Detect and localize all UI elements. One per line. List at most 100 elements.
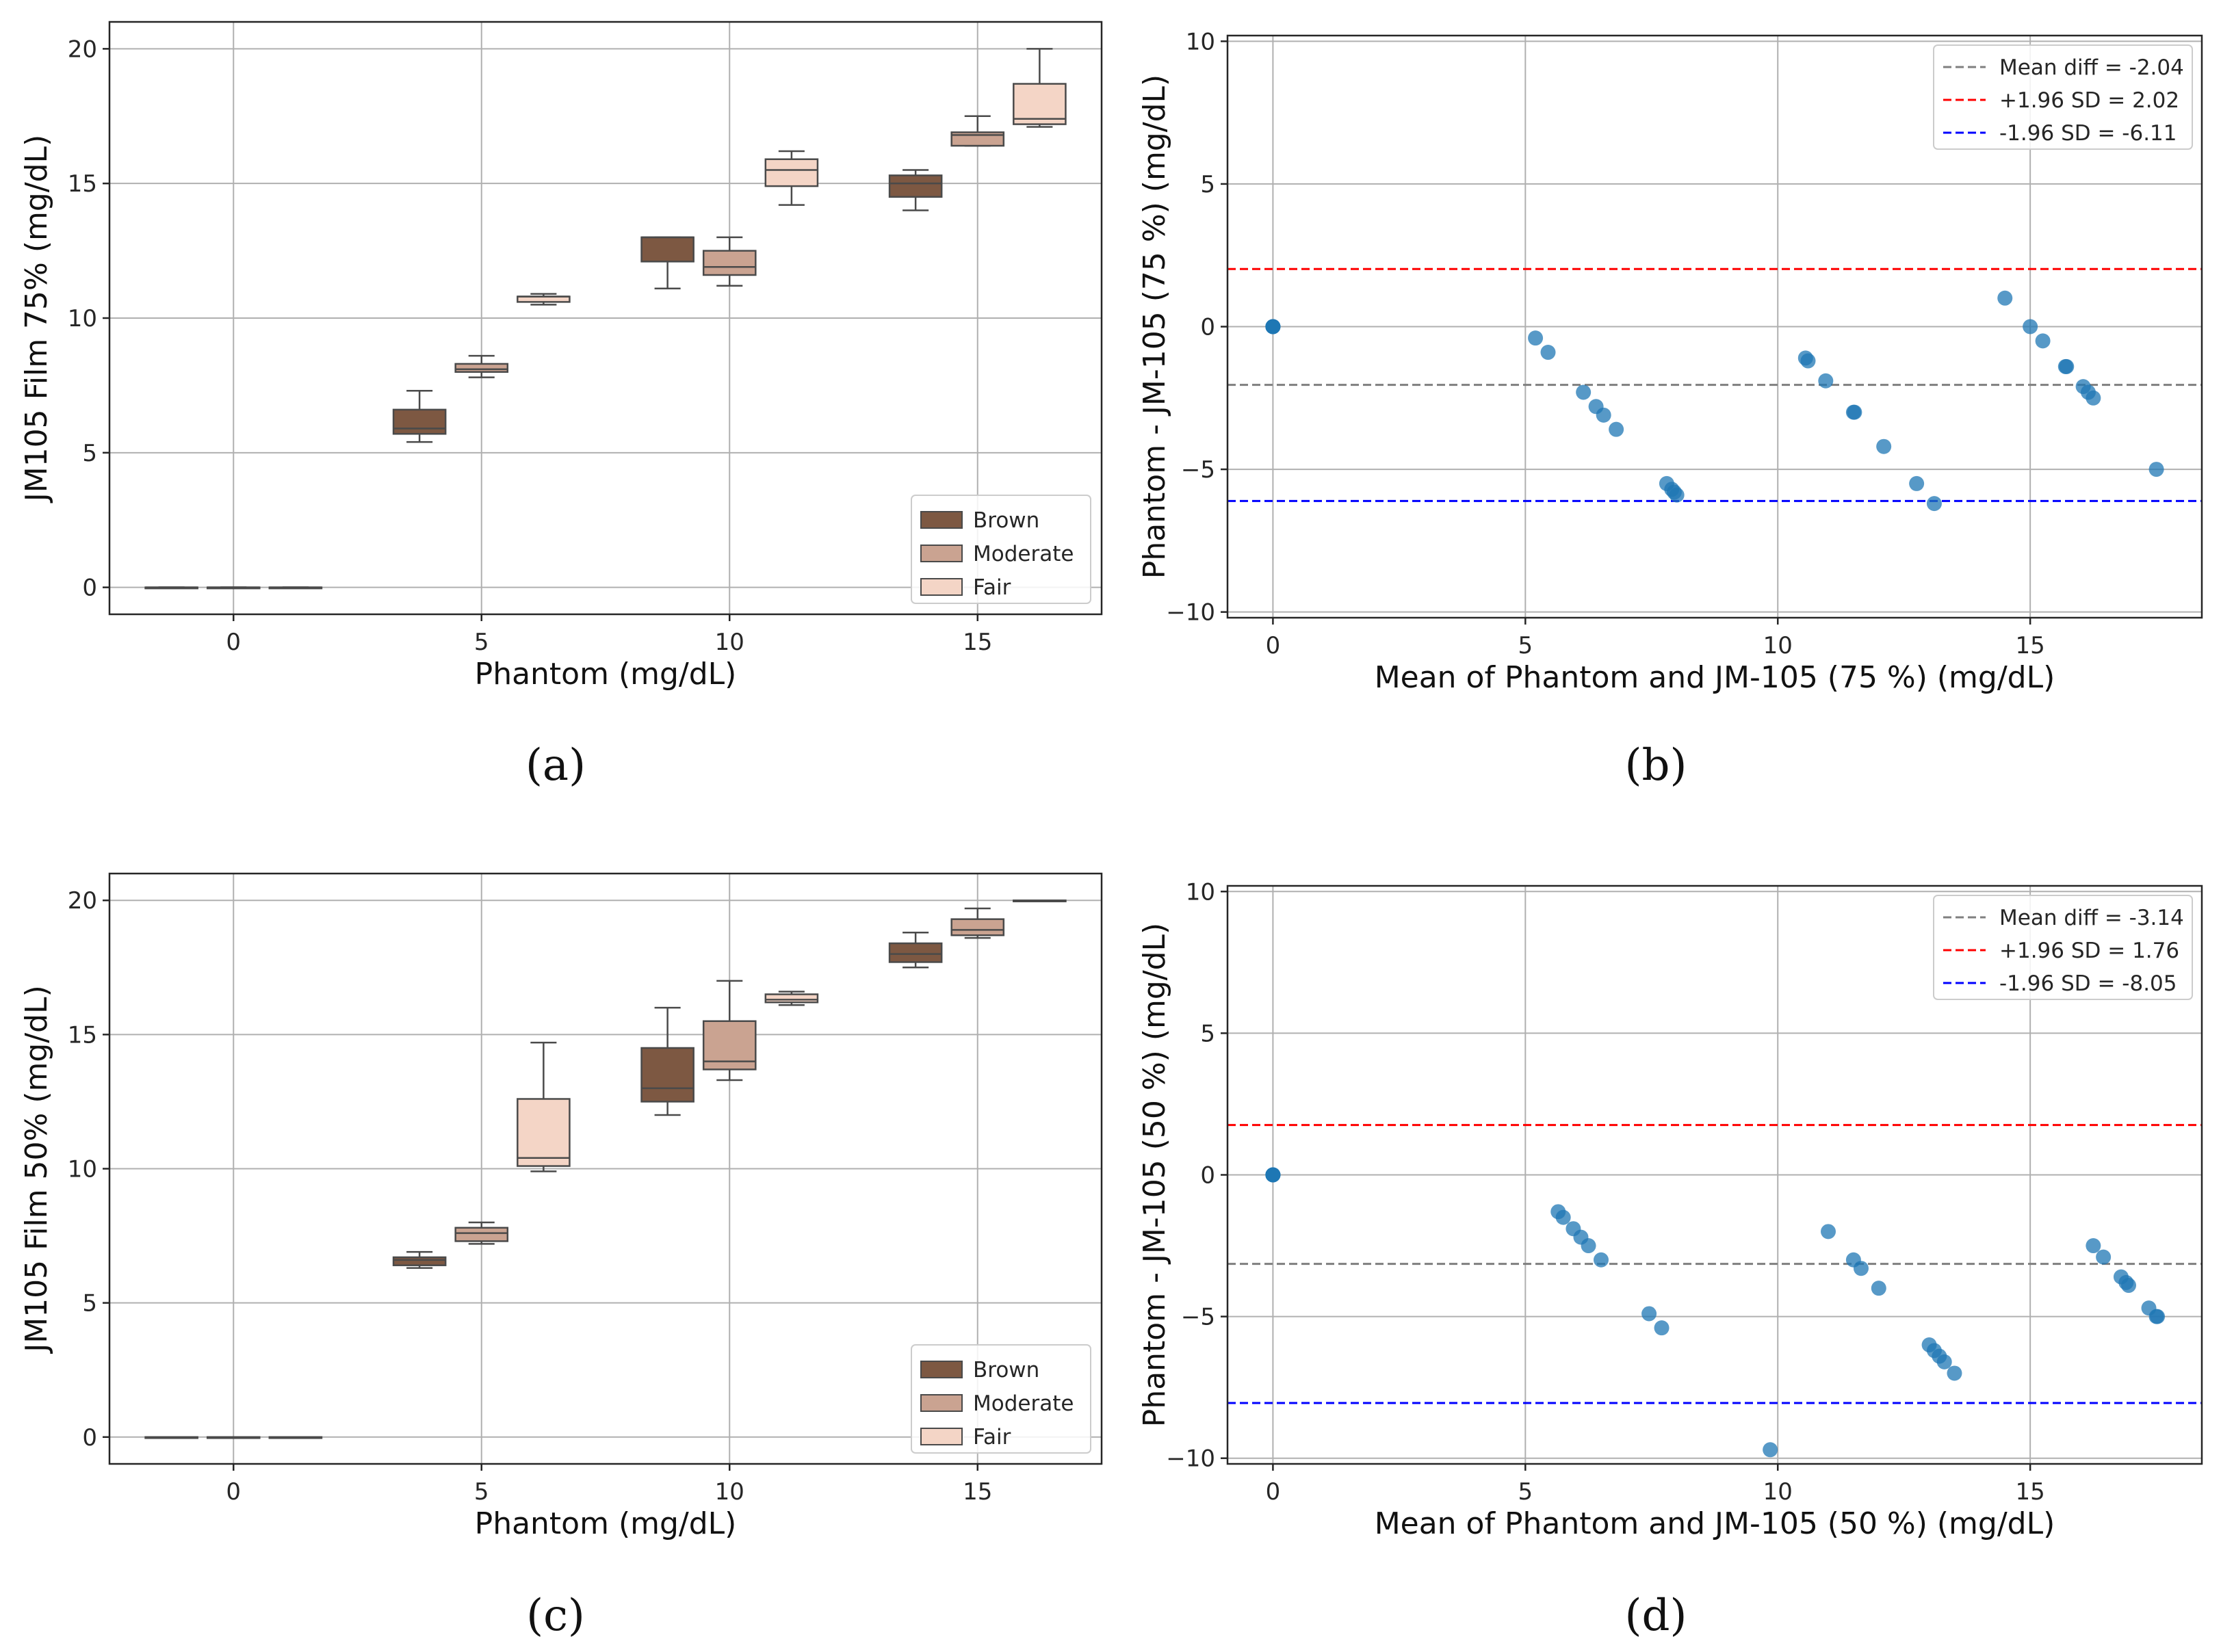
data-point: [2059, 358, 2075, 374]
x-axis-label: Mean of Phantom and JM-105 (75 %) (mg/dL…: [1375, 660, 2055, 695]
box-5-brown: [392, 1250, 447, 1269]
box-0-brown: [144, 586, 198, 590]
legend-swatch-brown: [920, 1361, 963, 1378]
data-point: [1997, 290, 2013, 306]
x-tick-label: 10: [715, 1478, 744, 1506]
x-tick-label: 15: [963, 1478, 992, 1506]
data-point: [2096, 1249, 2112, 1265]
data-point: [1654, 1320, 1670, 1336]
legend-frame: [1933, 44, 2193, 150]
data-point: [1871, 1281, 1886, 1296]
data-point: [1936, 1354, 1952, 1369]
legend: Mean diff = -2.04 +1.96 SD = 2.02 -1.96 SD…: [1933, 44, 2193, 150]
legend-label: -1.96 SD = -8.05: [1999, 971, 2177, 996]
box-5-brown: [392, 390, 447, 443]
data-point: [1540, 345, 1556, 360]
panel-a-boxplot: 0 5 10 15 0 5 10 15 20 Phantom (mg/dL) JM105 Film …: [19, 21, 1103, 791]
box-10-brown: [640, 1006, 694, 1116]
x-axis-label: Phantom (mg/dL): [475, 1506, 737, 1541]
y-tick-label: −10: [1166, 1445, 1215, 1473]
x-tick-label: 0: [1266, 632, 1281, 659]
box-0-moderate: [206, 586, 261, 590]
data-point: [1947, 1365, 1962, 1381]
box-5-fair: [517, 1041, 571, 1172]
legend-swatch-brown: [920, 511, 963, 529]
axes-frame: [1226, 34, 2203, 619]
axes-frame: [108, 21, 1103, 616]
data-point: [1593, 1252, 1609, 1268]
box-10-brown: [640, 236, 694, 289]
data-point: [1265, 319, 1281, 335]
panel-c-boxplot: 0 5 10 15 0 5 10 15 20 Phantom (mg/dL) JM105 Film …: [19, 872, 1103, 1641]
y-axis-label: JM105 Film 75% (mg/dL): [19, 135, 54, 504]
box-5-moderate: [454, 1221, 509, 1245]
box-15-moderate: [950, 907, 1005, 939]
box-body: [392, 408, 447, 435]
data-point: [1528, 330, 1544, 346]
data-point: [1641, 1306, 1657, 1322]
box-body: [764, 158, 819, 187]
y-tick-label: 20: [68, 36, 97, 63]
x-tick-label: 15: [2016, 1478, 2045, 1506]
box-body: [640, 1047, 694, 1103]
y-tick-label: 0: [82, 575, 97, 602]
legend-label-moderate: Moderate: [973, 542, 1074, 566]
y-tick-label: −5: [1181, 1304, 1215, 1331]
data-point: [2086, 390, 2101, 406]
box-15-fair: [1013, 48, 1067, 128]
x-tick-label: 0: [226, 1478, 241, 1506]
y-tick-label: 0: [1200, 314, 1215, 341]
box-body: [454, 363, 509, 373]
data-point: [1555, 1209, 1571, 1225]
y-tick-label: 10: [68, 1156, 97, 1183]
y-axis-label: Phantom - JM-105 (50 %) (mg/dL): [1137, 923, 1172, 1427]
x-tick-label: 10: [715, 629, 744, 656]
data-point: [2035, 333, 2051, 349]
data-point: [2086, 1238, 2101, 1254]
x-tick-label: 0: [1266, 1478, 1281, 1506]
legend-label-fair: Fair: [973, 1425, 1011, 1450]
x-tick-label: 5: [474, 629, 489, 656]
y-axis-label: Phantom - JM-105 (75 %) (mg/dL): [1137, 75, 1172, 579]
box-15-moderate: [950, 115, 1005, 147]
y-tick-label: 10: [1186, 878, 1215, 906]
legend-label: +1.96 SD = 2.02: [1999, 88, 2179, 113]
box-15-fair: [1013, 899, 1067, 902]
y-tick-label: 5: [82, 1290, 97, 1317]
box-5-fair: [517, 293, 571, 306]
box-0-fair: [268, 1436, 323, 1439]
panel-label: (c): [526, 1590, 585, 1641]
box-10-moderate: [702, 236, 757, 287]
x-axis-label: Mean of Phantom and JM-105 (50 %) (mg/dL…: [1375, 1506, 2055, 1541]
box-5-moderate: [454, 354, 509, 378]
legend: Brown Moderate Fair: [911, 495, 1091, 604]
x-tick-label: 5: [1518, 632, 1533, 659]
box-body: [950, 918, 1005, 936]
box-body: [764, 993, 819, 1004]
box-15-brown: [888, 932, 943, 969]
box-0-brown: [144, 1436, 198, 1439]
legend-swatch-moderate: [920, 1394, 963, 1412]
legend-label-brown: Brown: [973, 508, 1039, 533]
legend: Brown Moderate Fair: [911, 1344, 1091, 1454]
legend-swatch-fair: [920, 1428, 963, 1445]
data-point: [1853, 1261, 1869, 1276]
box-body: [454, 1227, 509, 1242]
box-10-fair: [764, 991, 819, 1006]
data-point: [1596, 407, 1611, 423]
box-body: [392, 1256, 447, 1266]
data-point: [1909, 475, 1925, 491]
x-tick-label: 15: [2016, 632, 2045, 659]
x-axis-label: Phantom (mg/dL): [475, 657, 737, 692]
legend-label: +1.96 SD = 1.76: [1999, 939, 2179, 963]
box-body: [702, 250, 757, 276]
legend-label-fair: Fair: [973, 575, 1011, 600]
data-point: [1800, 353, 1816, 369]
panel-label: (d): [1625, 1590, 1687, 1641]
box-body: [888, 942, 943, 963]
data-point: [2121, 1278, 2137, 1294]
x-tick-label: 10: [1763, 632, 1793, 659]
legend-label-moderate: Moderate: [973, 1391, 1074, 1416]
y-tick-label: 20: [68, 887, 97, 915]
